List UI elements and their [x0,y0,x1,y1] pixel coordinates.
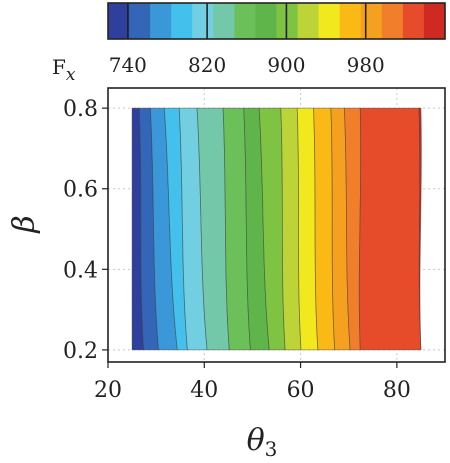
colorbar-segment [276,3,299,39]
colorbar-segment [234,3,256,39]
colorbar-segment [108,3,130,39]
colorbar-segment [423,3,446,39]
x-axis-title: θ3 [247,423,278,461]
colorbar-segment [171,3,193,39]
colorbar-segment [213,3,235,39]
colorbar-segment [297,3,320,39]
y-tick-labels: 0.8 0.6 0.4 0.2 [63,97,98,364]
y-tick-label: 0.8 [63,97,98,122]
colorbar-segment [339,3,362,39]
colorbar-segment [255,3,277,39]
y-tick-label: 0.2 [63,339,98,364]
colorbar-tick-label: 900 [267,53,305,77]
colorbar-tick-label: 740 [109,53,147,77]
colorbar-segment [381,3,404,39]
x-tick-label: 40 [190,378,218,403]
colorbar-title-main: F [52,55,66,79]
colorbar-segment [402,3,425,39]
colorbar-title-sub: x [66,65,76,85]
colorbar-tick-label: 820 [188,53,226,77]
colorbar [107,2,446,40]
y-tick-label: 0.4 [63,258,98,283]
y-tick-label: 0.6 [63,178,98,203]
colorbar-segment [360,3,383,39]
plot-frame [107,87,446,363]
x-tick-label: 80 [383,378,411,403]
contour-band [358,107,422,351]
colorbar-tick-label: 980 [347,53,385,77]
colorbar-segment [192,3,214,39]
x-tick-labels: 20 40 60 80 [94,378,411,403]
y-axis-title: β [7,215,42,233]
contour-band [418,107,422,350]
plot-area [102,87,446,368]
colorbar-segment [129,3,151,39]
x-tick-label: 20 [94,378,122,403]
colorbar-frame [107,2,446,40]
colorbar-segment [150,3,172,39]
colorbar-title: Fx [52,55,76,85]
x-tick-label: 60 [287,378,315,403]
colorbar-tick-labels: 740 820 900 980 [109,53,385,77]
colorbar-segment [318,3,341,39]
